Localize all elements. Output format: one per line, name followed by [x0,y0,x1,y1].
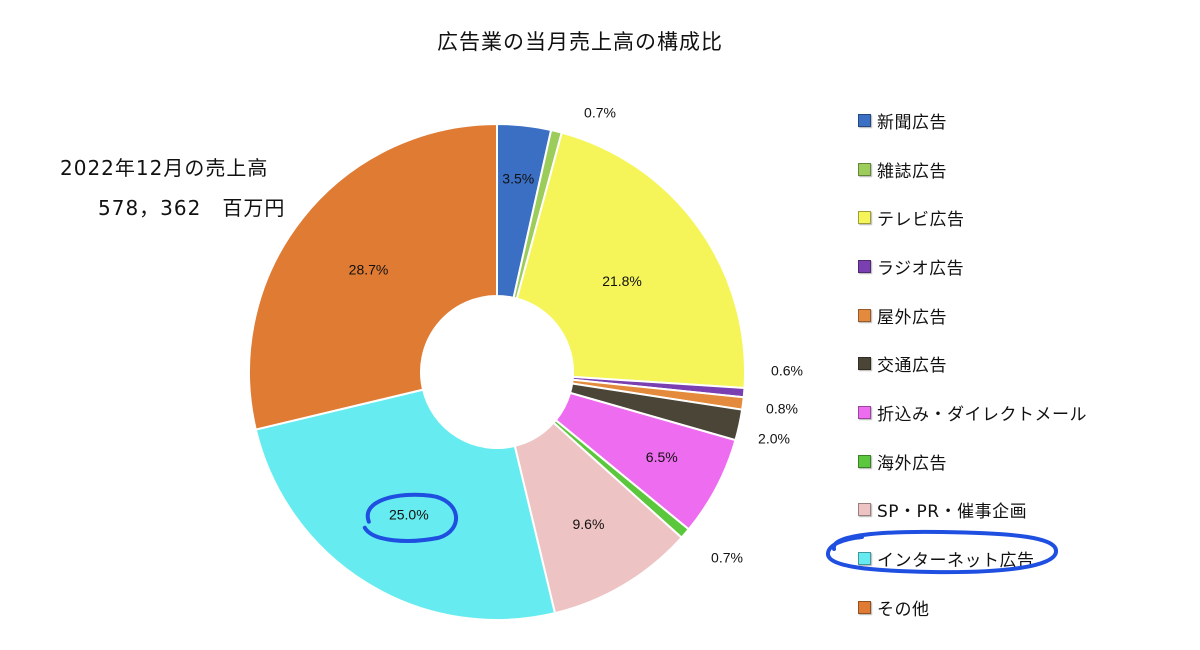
slice-label-6: 2.0% [758,431,790,447]
slice-label-8: 0.7% [711,550,743,566]
slice-label-7: 6.5% [646,449,678,465]
slice-label-2: 0.7% [584,105,616,121]
chart-title: 広告業の当月売上高の構成比 [437,30,723,54]
legend-label: 折込み・ダイレクトメール [877,404,1087,425]
legend-swatch [858,211,871,225]
legend-item: 雑誌広告 [858,145,1087,194]
slice-label-4: 0.6% [771,363,803,379]
legend-swatch [858,308,871,322]
legend-swatch [858,454,871,468]
legend-item: 交通広告 [858,339,1087,388]
legend-swatch [858,405,871,419]
legend-item: 屋外広告 [858,291,1087,340]
legend-swatch [858,357,871,371]
slice-label-5: 0.8% [766,401,798,417]
legend-item: 海外広告 [858,437,1087,486]
slice-3 [515,131,746,390]
legend-label: 雑誌広告 [877,161,947,182]
highlight-circle-slice [362,492,458,543]
legend-label: インターネット広告 [877,551,1035,572]
legend-label: 屋外広告 [877,307,947,328]
slice-label-1: 3.5% [502,170,534,186]
legend-label: その他 [877,599,930,620]
legend: 新聞広告雑誌広告テレビ広告ラジオ広告屋外広告交通広告折込み・ダイレクトメール 海外… [858,96,1087,632]
legend-swatch [858,113,871,127]
legend-label: 海外広告 [877,453,947,474]
legend-label: SP・PR・催事企画 [877,502,1028,523]
legend-item: インターネット広告 [858,534,1087,583]
legend-swatch [858,503,871,517]
slice-9 [513,421,684,615]
total-sales-amount: 578，362 百万円 [98,196,286,220]
legend-item: 折込み・ダイレクトメール [858,388,1087,437]
legend-swatch [858,259,871,273]
slice-11 [248,122,498,431]
legend-swatch [858,600,871,614]
total-sales-note: 2022年12月の売上高 578，362 百万円 [60,148,285,228]
slice-label-9: 9.6% [572,516,604,532]
slice-10 [254,388,557,621]
legend-label: ラジオ広告 [877,258,965,279]
legend-label: 新聞広告 [877,112,947,133]
legend-item: 新聞広告 [858,96,1087,145]
legend-item: SP・PR・催事企画 [858,486,1087,535]
slice-label-11: 28.7% [349,261,389,277]
legend-swatch [858,552,871,566]
highlight-circle-legend [826,529,1058,575]
legend-item: テレビ広告 [858,193,1087,242]
slice-label-10: 25.0% [389,506,429,522]
slice-label-3: 21.8% [602,273,642,289]
legend-label: 交通広告 [877,356,947,377]
legend-swatch [858,162,871,176]
legend-item: その他 [858,583,1087,632]
total-sales-period: 2022年12月の売上高 [60,156,269,180]
legend-item: ラジオ広告 [858,242,1087,291]
legend-label: テレビ広告 [877,210,965,231]
